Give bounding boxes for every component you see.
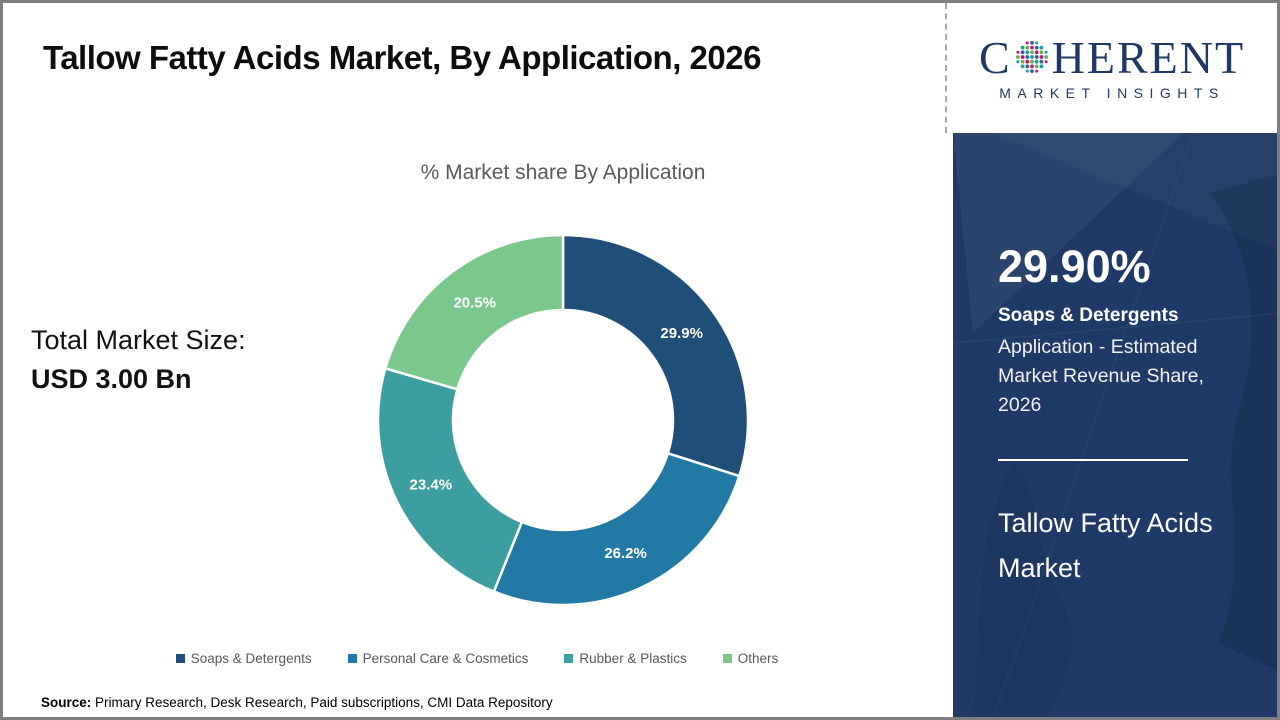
donut-data-label-3: 20.5% <box>453 294 496 311</box>
page-title: Tallow Fatty Acids Market, By Applicatio… <box>43 39 761 76</box>
chart-title: % Market share By Application <box>420 161 706 184</box>
legend-swatch-icon <box>347 654 357 663</box>
logo-word-end: HERENT <box>1051 32 1246 83</box>
sidebar-report-title: Tallow Fatty Acids Market <box>998 508 1213 583</box>
source-label: Source: <box>41 695 92 710</box>
legend-label: Others <box>737 651 779 666</box>
legend-label: Soaps & Detergents <box>190 651 312 666</box>
donut-segment-1 <box>492 451 741 607</box>
donut-chart-svg: 29.9% 26.2% 23.4% 20.5% <box>376 233 750 607</box>
donut-data-label-0: 29.9% <box>660 325 703 342</box>
sidebar-panel: 29.90% Soaps & Detergents Application - … <box>953 133 1277 717</box>
legend-swatch-icon <box>722 654 732 663</box>
coherent-logo: C HERENT <box>979 35 1245 81</box>
donut-segment-2 <box>376 366 524 594</box>
highlight-segment: Soaps & Detergents <box>998 305 1179 326</box>
logo-globe-icon <box>1015 41 1048 73</box>
highlight-description: Application - Estimated Market Revenue S… <box>998 336 1204 416</box>
chart-legend: Soaps & Detergents Personal Care & Cosmet… <box>3 651 951 666</box>
donut-segment-3 <box>383 233 565 391</box>
logo-subtitle: MARKET INSIGHTS <box>999 85 1225 101</box>
legend-item-2: Rubber & Plastics <box>564 651 687 666</box>
legend-item-1: Personal Care & Cosmetics <box>347 651 529 666</box>
highlight-value: 29.90% <box>998 241 1151 292</box>
legend-label: Rubber & Plastics <box>579 651 687 666</box>
source-line: Source: Primary Research, Desk Research,… <box>41 695 553 710</box>
donut-data-label-1: 26.2% <box>604 545 647 562</box>
legend-swatch-icon <box>175 654 185 663</box>
legend-item-0: Soaps & Detergents <box>175 651 312 666</box>
donut-data-label-2: 23.4% <box>410 476 453 493</box>
sidebar-divider <box>998 459 1188 461</box>
world-map-background <box>953 133 1277 717</box>
source-text: Primary Research, Desk Research, Paid su… <box>91 695 553 710</box>
donut-segment-0 <box>561 233 750 478</box>
total-market-block: Total Market Size: USD 3.00 Bn <box>31 325 246 395</box>
logo-box: C HERENT MARKET INSIGHTS <box>945 3 1277 133</box>
legend-item-3: Others <box>722 651 779 666</box>
total-market-value: USD 3.00 Bn <box>31 364 192 394</box>
legend-swatch-icon <box>564 654 574 663</box>
donut-chart: 29.9% 26.2% 23.4% 20.5% <box>373 230 753 610</box>
logo-word-start: C <box>978 32 1012 83</box>
legend-label: Personal Care & Cosmetics <box>362 651 529 666</box>
total-market-label: Total Market Size: <box>31 325 246 355</box>
